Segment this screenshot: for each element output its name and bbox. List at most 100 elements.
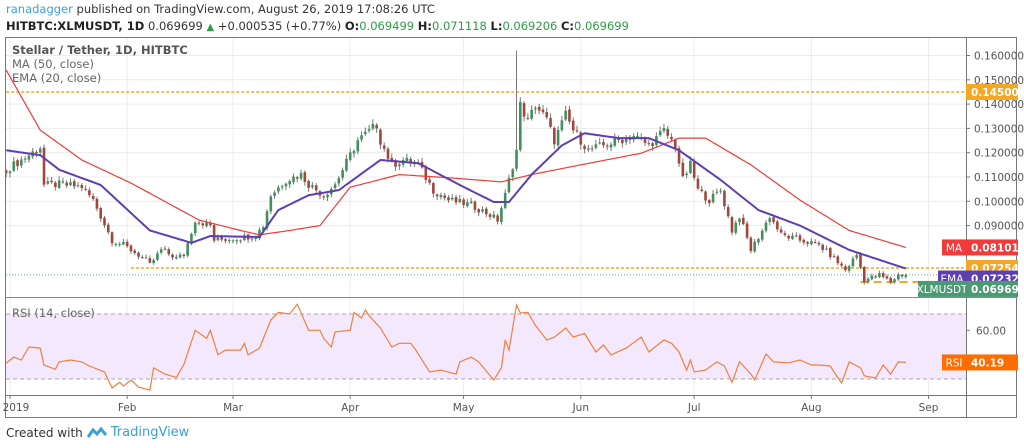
candle-body (874, 276, 877, 278)
candle (500, 205, 503, 225)
candle-body (186, 243, 189, 256)
candle-body (261, 227, 265, 231)
ema-legend[interactable]: EMA (20, close) (12, 71, 101, 85)
candle-body (405, 157, 409, 161)
candle (575, 125, 579, 133)
time-tick-label: Feb (118, 402, 137, 414)
candle (273, 190, 276, 199)
candle-body (292, 176, 295, 183)
candle-body (719, 190, 722, 192)
candle-body (409, 158, 412, 164)
close-value: 0.069699 (574, 19, 629, 33)
candle (4, 169, 8, 178)
candle (322, 194, 326, 201)
candle-body (617, 138, 620, 141)
open-label: O: (344, 19, 360, 33)
candle (904, 273, 908, 279)
low-value: 0.069206 (502, 19, 558, 33)
candle-body (27, 155, 31, 160)
candle (817, 240, 821, 247)
open-value: 0.069499 (359, 19, 415, 33)
candle-body (753, 241, 756, 252)
candle-body (726, 207, 730, 217)
candle-body (193, 222, 197, 234)
candle (337, 175, 341, 187)
candle-body (730, 217, 734, 233)
candle-body (447, 197, 450, 201)
candle-body (711, 193, 715, 203)
candle (602, 138, 605, 149)
candle-body (307, 180, 310, 188)
candle-body (371, 124, 375, 129)
candle (152, 258, 155, 265)
candle (881, 271, 885, 279)
candle (787, 234, 790, 242)
candle-body (458, 198, 462, 203)
candle-body (197, 222, 201, 224)
price-tick-label: 0.140000 (974, 99, 1024, 111)
candle-body (231, 240, 235, 242)
candle-body (80, 185, 84, 189)
candle (345, 154, 348, 172)
candle (757, 237, 760, 246)
candle (685, 171, 688, 179)
time-axis[interactable]: 2019 Feb Mar Apr May Jun Jul Aug Sep (3, 395, 939, 414)
candle-body (878, 273, 881, 278)
price-axis[interactable]: 0.160000 0.150000 0.140000 0.130000 0.120000… (966, 51, 1024, 338)
up-arrow-icon: ▲ (206, 22, 215, 33)
candle (280, 184, 284, 191)
candle-body (821, 244, 824, 250)
created-with-text: Created with (6, 425, 83, 440)
candle (371, 119, 375, 131)
ma-legend[interactable]: MA (50, close) (12, 57, 94, 71)
candle-body (341, 170, 344, 178)
candle (182, 253, 186, 259)
candle-body (103, 217, 106, 226)
candle (133, 248, 137, 256)
candle (647, 139, 651, 147)
candle (655, 132, 658, 148)
candle (106, 222, 110, 235)
candle (866, 277, 870, 284)
candle (878, 270, 881, 279)
close-label: C: (560, 19, 575, 33)
candle (613, 133, 617, 148)
candle-body (72, 181, 76, 187)
candle (832, 253, 836, 258)
candle-body (549, 117, 552, 127)
author-link[interactable]: ranadagger (6, 2, 73, 16)
candle (677, 145, 681, 167)
candle (473, 200, 477, 214)
rsi-legend[interactable]: RSI (14, close) (12, 306, 95, 320)
candle-body (832, 256, 836, 258)
candle (704, 190, 707, 205)
candle (821, 243, 824, 253)
price-tick-label: 0.160000 (974, 51, 1024, 63)
last-price: 0.069699 (147, 19, 203, 33)
candle (568, 105, 571, 125)
candle (503, 189, 507, 210)
candle-body (337, 178, 341, 184)
candle (662, 123, 666, 134)
candle (564, 105, 567, 122)
candle-body (367, 128, 371, 131)
symbol-info: HITBTC:XLMUSDT, 1D 0.069699 ▲ +0.000535 … (6, 19, 629, 33)
candle (364, 127, 367, 137)
candle (76, 182, 80, 188)
candle-body (534, 108, 537, 110)
candle-body (484, 208, 488, 215)
candle-body (171, 254, 174, 258)
candle (428, 176, 431, 185)
candle-body (88, 190, 91, 196)
ema20-line (6, 132, 907, 270)
candle-body (38, 148, 42, 153)
candle (666, 125, 670, 139)
ma50-line (5, 69, 907, 248)
candle (144, 254, 148, 259)
candle (776, 219, 779, 232)
candle-body (537, 106, 541, 111)
tradingview-link[interactable]: TradingView (110, 425, 190, 440)
time-tick-label: Apr (341, 402, 360, 414)
candle (749, 236, 753, 254)
